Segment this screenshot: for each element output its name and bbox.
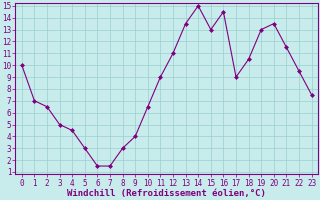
X-axis label: Windchill (Refroidissement éolien,°C): Windchill (Refroidissement éolien,°C) <box>67 189 266 198</box>
